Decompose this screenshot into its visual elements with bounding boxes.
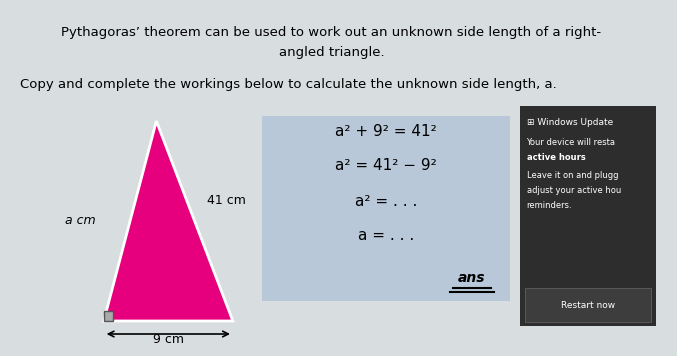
Text: angled triangle.: angled triangle. — [278, 46, 385, 59]
Text: a cm: a cm — [64, 215, 95, 227]
Text: Your device will resta: Your device will resta — [527, 138, 615, 147]
Text: ans: ans — [458, 271, 485, 285]
Text: 9 cm: 9 cm — [153, 333, 184, 346]
Text: 41 cm: 41 cm — [207, 194, 246, 208]
Text: active hours: active hours — [527, 153, 585, 162]
Text: Restart now: Restart now — [561, 300, 615, 309]
Text: Copy and complete the workings below to calculate the unknown side length, a.: Copy and complete the workings below to … — [20, 78, 556, 91]
FancyBboxPatch shape — [261, 116, 510, 301]
Text: reminders.: reminders. — [527, 201, 572, 210]
Text: adjust your active hou: adjust your active hou — [527, 186, 621, 195]
Text: Pythagoras’ theorem can be used to work out an unknown side length of a right-: Pythagoras’ theorem can be used to work … — [62, 26, 601, 39]
Bar — [104, 311, 113, 321]
Text: Leave it on and plugg: Leave it on and plugg — [527, 171, 618, 180]
Text: a² = 41² − 9²: a² = 41² − 9² — [335, 158, 437, 173]
FancyBboxPatch shape — [520, 106, 655, 326]
Polygon shape — [104, 121, 233, 321]
FancyBboxPatch shape — [525, 288, 651, 322]
Text: a = . . .: a = . . . — [357, 229, 414, 244]
Text: a² = . . .: a² = . . . — [355, 194, 417, 209]
Text: ⊞ Windows Update: ⊞ Windows Update — [527, 118, 613, 127]
Text: a² + 9² = 41²: a² + 9² = 41² — [335, 124, 437, 138]
